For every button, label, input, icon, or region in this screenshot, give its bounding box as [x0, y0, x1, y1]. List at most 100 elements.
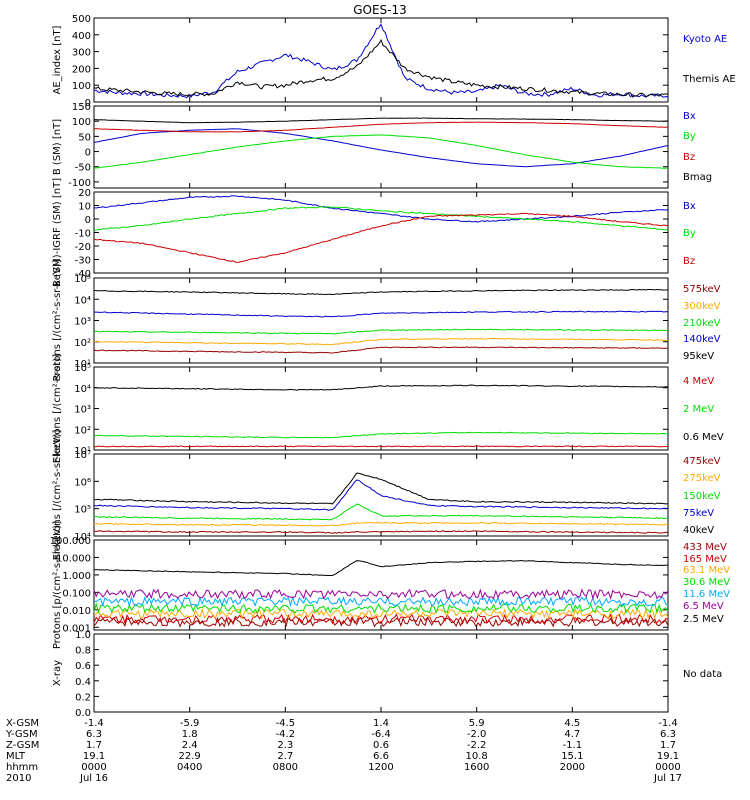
y-tick-label: -20: [75, 242, 91, 253]
series-line: [93, 23, 669, 99]
legend-entry: 2 MeV: [683, 404, 714, 415]
x-row-value: 15.1: [561, 751, 583, 762]
y-axis-label: Electrons [/(cm²-s-sr-keV)]: [52, 430, 63, 561]
legend-entry: Bx: [683, 111, 696, 122]
y-tick-label: 0.8: [75, 646, 91, 657]
legend-entry: 300keV: [683, 301, 721, 312]
y-tick-label: 10: [78, 202, 91, 213]
legend-entry: 433 MeV: [683, 542, 727, 553]
y-tick-label: 10⁶: [74, 477, 91, 488]
x-row-value: -1.4: [84, 718, 104, 729]
series-line: [94, 206, 669, 231]
legend-entry: 140keV: [683, 334, 721, 345]
y-tick-label: 0.010: [62, 606, 91, 617]
panel-frame: [93, 277, 669, 364]
x-row-value: 4.5: [564, 718, 580, 729]
series-line: [93, 521, 669, 527]
series-line: [93, 560, 668, 576]
y-tick-label: 50: [78, 132, 91, 143]
y-axis-label: Protons [/(cm²-s-sr-keV)]: [52, 259, 63, 381]
panel-4: 10¹ 10² 10³ 10⁴ 10⁵ Protons [/(cm²-s-sr-keV)]…: [52, 259, 721, 381]
series-line: [93, 117, 668, 124]
series-line: [93, 595, 669, 608]
x-row-value: 2000: [560, 762, 585, 773]
y-tick-label: -40: [75, 269, 91, 280]
legend-entry: 11.6 MeV: [683, 589, 730, 600]
chart-title: GOES-13: [353, 3, 407, 17]
y-tick-label: 0.6: [75, 661, 91, 672]
y-tick-label: 10²: [74, 338, 91, 349]
legend-entry: 575keV: [683, 284, 721, 295]
y-tick-label: 0.100: [62, 588, 91, 599]
y-tick-label: -30: [75, 256, 91, 267]
x-row-label: Y-GSM: [5, 729, 38, 740]
legend-entry: 75keV: [683, 508, 714, 519]
y-tick-label: 400: [72, 31, 91, 42]
x-row-value: 1600: [464, 762, 489, 773]
panel-frame: [93, 366, 669, 451]
series-line: [93, 288, 669, 296]
x-row-value: -1.1: [563, 740, 583, 751]
y-tick-label: 0: [85, 215, 91, 226]
x-row-value: -1.4: [658, 718, 678, 729]
legend-entry: 475keV: [683, 456, 721, 467]
x-row-value: 1.8: [182, 729, 198, 740]
panel-2: -100 -50 0 50 100 150 B (SM) [nT] Bx By Bz Bmag: [52, 102, 712, 189]
x-row-value: 0000: [655, 762, 680, 773]
legend-entry: 63.1 MeV: [683, 565, 730, 576]
y-tick-label: 1.000: [62, 571, 91, 582]
series-line: [93, 384, 669, 391]
x-row-value: -4.5: [276, 718, 296, 729]
panel-6: 10⁴ 10⁵ 10⁶ 10⁷ Electrons [/(cm²-s-sr-keV)] 4…: [52, 430, 721, 561]
y-tick-label: 10⁴: [74, 295, 91, 306]
x-row-value: -4.2: [276, 729, 296, 740]
x-row-value: -2.0: [467, 729, 487, 740]
legend-entry: Bz: [683, 152, 695, 163]
x-row-value: 2.4: [182, 740, 198, 751]
x-row-value: 19.1: [83, 751, 105, 762]
y-tick-label: 0.001: [62, 623, 91, 634]
series-line: [94, 310, 669, 318]
legend-entry: By: [683, 131, 696, 142]
x-row-label: hhmm: [6, 762, 38, 773]
legend-entry: By: [683, 228, 696, 239]
x-row-value: 6.3: [660, 729, 676, 740]
x-row-label: MLT: [6, 751, 26, 762]
series-line: [93, 128, 669, 168]
y-tick-label: -50: [75, 163, 91, 174]
panel-7: 0.001 0.010 0.100 1.000 10.000 100.000Protons…: [50, 521, 731, 649]
x-row-value: Jul 17: [653, 773, 682, 784]
legend-entry: 165 MeV: [683, 554, 727, 565]
y-tick-label: 1.0: [75, 630, 91, 641]
series-line: [93, 607, 669, 620]
series-line: [93, 134, 669, 169]
y-tick-label: 20: [78, 188, 91, 199]
x-row-value: 22.9: [179, 751, 201, 762]
no-data-note: No data: [683, 669, 722, 680]
x-row-value: 0.6: [373, 740, 389, 751]
x-row-label: X-GSM: [6, 718, 39, 729]
y-tick-label: 10⁵: [74, 505, 91, 516]
y-tick-label: 300: [72, 48, 91, 59]
series-line: [94, 445, 669, 448]
series-line: [93, 431, 668, 439]
y-tick-label: 10³: [74, 317, 91, 328]
legend-entry: 30.6 MeV: [683, 577, 730, 588]
y-tick-label: -100: [68, 178, 91, 189]
x-row-value: 0000: [81, 762, 106, 773]
x-row-value: 1.7: [86, 740, 102, 751]
y-axis-label: B (SM) [nT]: [52, 119, 63, 175]
y-tick-label: 10¹: [74, 359, 91, 370]
y-tick-label: 10¹: [74, 446, 91, 457]
y-tick-label: 0: [85, 148, 91, 159]
panel-1: 0 100 200 300 400 500 AE_index [nT] Kyoto AE The…: [52, 14, 736, 109]
series-line: [93, 530, 669, 534]
y-axis-label: X-ray: [52, 660, 63, 686]
legend-entry: Bx: [683, 201, 696, 212]
x-row-value: 19.1: [657, 751, 679, 762]
series-line: [93, 616, 669, 628]
panel-frame: [93, 191, 669, 274]
x-row-value: 0800: [273, 762, 298, 773]
y-tick-label: 10⁴: [74, 384, 91, 395]
